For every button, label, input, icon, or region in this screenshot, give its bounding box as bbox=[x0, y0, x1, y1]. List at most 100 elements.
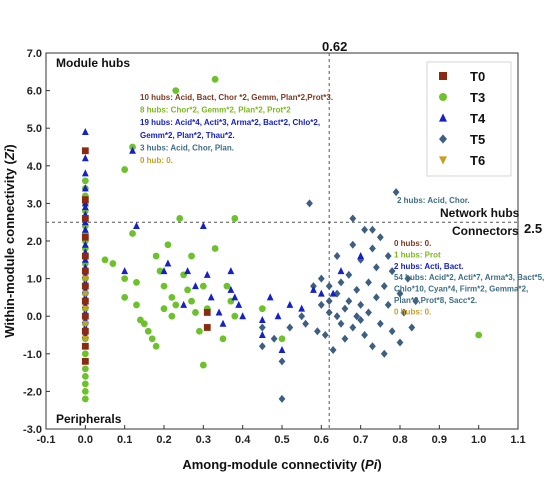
connectors-annotation: 54 hubs: Acid*2, Acti*7, Arma*3, Bact*5, bbox=[394, 273, 544, 282]
x-axis-title: Among-module connectivity (Pi) bbox=[182, 457, 381, 472]
point-t5 bbox=[325, 308, 333, 317]
point-t3 bbox=[109, 260, 117, 267]
legend-label-t0: T0 bbox=[470, 69, 485, 84]
x-tick-label: -0.1 bbox=[37, 434, 56, 446]
point-t4 bbox=[258, 315, 266, 323]
point-t5 bbox=[317, 300, 325, 309]
point-t3 bbox=[152, 342, 160, 350]
point-t3 bbox=[140, 320, 148, 328]
point-t3 bbox=[188, 297, 195, 305]
point-t5 bbox=[373, 263, 380, 272]
point-t5 bbox=[333, 252, 341, 261]
point-t3 bbox=[231, 215, 239, 222]
point-t3 bbox=[101, 256, 109, 264]
module-hubs-annotation: Gemm*2, Plan*2, Thau*2. bbox=[140, 131, 235, 140]
point-t4 bbox=[81, 154, 89, 162]
point-t6 bbox=[81, 335, 89, 343]
point-t5 bbox=[388, 267, 396, 276]
connectors-annotation: Plan*9,Prot*8, Sacc*2. bbox=[394, 296, 477, 305]
point-t3 bbox=[81, 380, 89, 388]
point-t6 bbox=[81, 320, 89, 328]
threshold-y-label: 2.5 bbox=[524, 221, 542, 236]
point-t6 bbox=[81, 290, 89, 298]
connectors-annotation: 0 hubs: 0. bbox=[394, 239, 431, 248]
point-t5 bbox=[376, 319, 384, 328]
point-t4 bbox=[81, 240, 89, 248]
y-tick-label: -1.0 bbox=[23, 349, 42, 361]
point-t5 bbox=[333, 312, 341, 321]
point-t5 bbox=[349, 214, 357, 223]
point-t4 bbox=[81, 184, 89, 192]
point-t4 bbox=[129, 146, 136, 154]
point-t3 bbox=[168, 312, 176, 320]
connectors-annotation: 0 hubs: 0. bbox=[394, 307, 431, 316]
point-t5 bbox=[361, 225, 368, 234]
point-t5 bbox=[384, 300, 392, 309]
y-tick-label: 3.0 bbox=[27, 198, 42, 210]
point-t3 bbox=[148, 335, 156, 343]
point-t5 bbox=[376, 233, 384, 242]
point-t0 bbox=[81, 233, 89, 241]
region-label-connectors: Connectors bbox=[452, 224, 519, 238]
y-tick-label: -3.0 bbox=[23, 424, 42, 436]
point-t5 bbox=[369, 225, 376, 234]
point-t5 bbox=[278, 394, 286, 403]
point-t3 bbox=[199, 361, 207, 369]
point-t4 bbox=[81, 127, 89, 135]
point-t0 bbox=[203, 309, 211, 316]
point-t3 bbox=[172, 301, 180, 309]
point-t4 bbox=[274, 312, 282, 320]
point-t5 bbox=[337, 278, 345, 287]
point-t3 bbox=[196, 327, 203, 335]
point-t5 bbox=[337, 319, 345, 328]
point-t3 bbox=[81, 395, 89, 403]
point-t4 bbox=[219, 319, 227, 327]
point-t3 bbox=[121, 294, 129, 301]
x-tick-label: 0.4 bbox=[235, 434, 251, 446]
point-t3 bbox=[81, 350, 89, 358]
point-t5 bbox=[384, 252, 392, 261]
point-t4 bbox=[329, 289, 337, 297]
point-t4 bbox=[207, 293, 215, 301]
point-t3 bbox=[211, 245, 219, 252]
point-t3 bbox=[223, 282, 231, 290]
y-tick-label: -2.0 bbox=[23, 386, 42, 398]
point-t5 bbox=[408, 323, 416, 332]
legend-marker-t4 bbox=[439, 113, 447, 122]
module-hubs-annotation: 8 hubs: Chor*2, Gemm*2, Plan*2, Prot*2 bbox=[140, 106, 291, 115]
point-t3 bbox=[81, 177, 89, 185]
point-t5 bbox=[341, 304, 349, 313]
point-t4 bbox=[298, 304, 306, 312]
module-hubs-annotation: 3 hubs: Acid, Chor, Plan. bbox=[140, 143, 234, 152]
point-t0 bbox=[81, 267, 89, 275]
point-t5 bbox=[361, 331, 368, 339]
point-t3 bbox=[172, 87, 180, 94]
x-tick-label: 1.1 bbox=[510, 434, 525, 446]
point-t5 bbox=[357, 300, 365, 309]
point-t5 bbox=[321, 331, 329, 339]
x-tick-label: 0.7 bbox=[353, 434, 368, 446]
region-label-module-hubs: Module hubs bbox=[56, 56, 130, 70]
x-tick-label: 1.0 bbox=[471, 434, 486, 446]
point-t5 bbox=[392, 188, 400, 197]
point-t5 bbox=[388, 327, 396, 336]
point-t3 bbox=[211, 75, 219, 83]
point-t4 bbox=[81, 169, 89, 177]
point-t5 bbox=[404, 274, 412, 283]
point-t5 bbox=[369, 244, 376, 253]
point-t3 bbox=[184, 286, 192, 294]
point-t4 bbox=[235, 300, 243, 308]
point-t3 bbox=[121, 166, 129, 173]
legend-marker-t3 bbox=[439, 93, 447, 101]
point-t6 bbox=[81, 275, 89, 283]
y-tick-label: 1.0 bbox=[27, 274, 42, 286]
point-t5 bbox=[302, 319, 309, 328]
point-t0 bbox=[81, 196, 89, 204]
point-t6 bbox=[81, 305, 89, 313]
legend-marker-t6 bbox=[439, 156, 447, 165]
point-t4 bbox=[160, 267, 168, 275]
point-t5 bbox=[329, 346, 337, 355]
point-t5 bbox=[400, 308, 408, 317]
y-tick-label: 4.0 bbox=[27, 161, 42, 173]
